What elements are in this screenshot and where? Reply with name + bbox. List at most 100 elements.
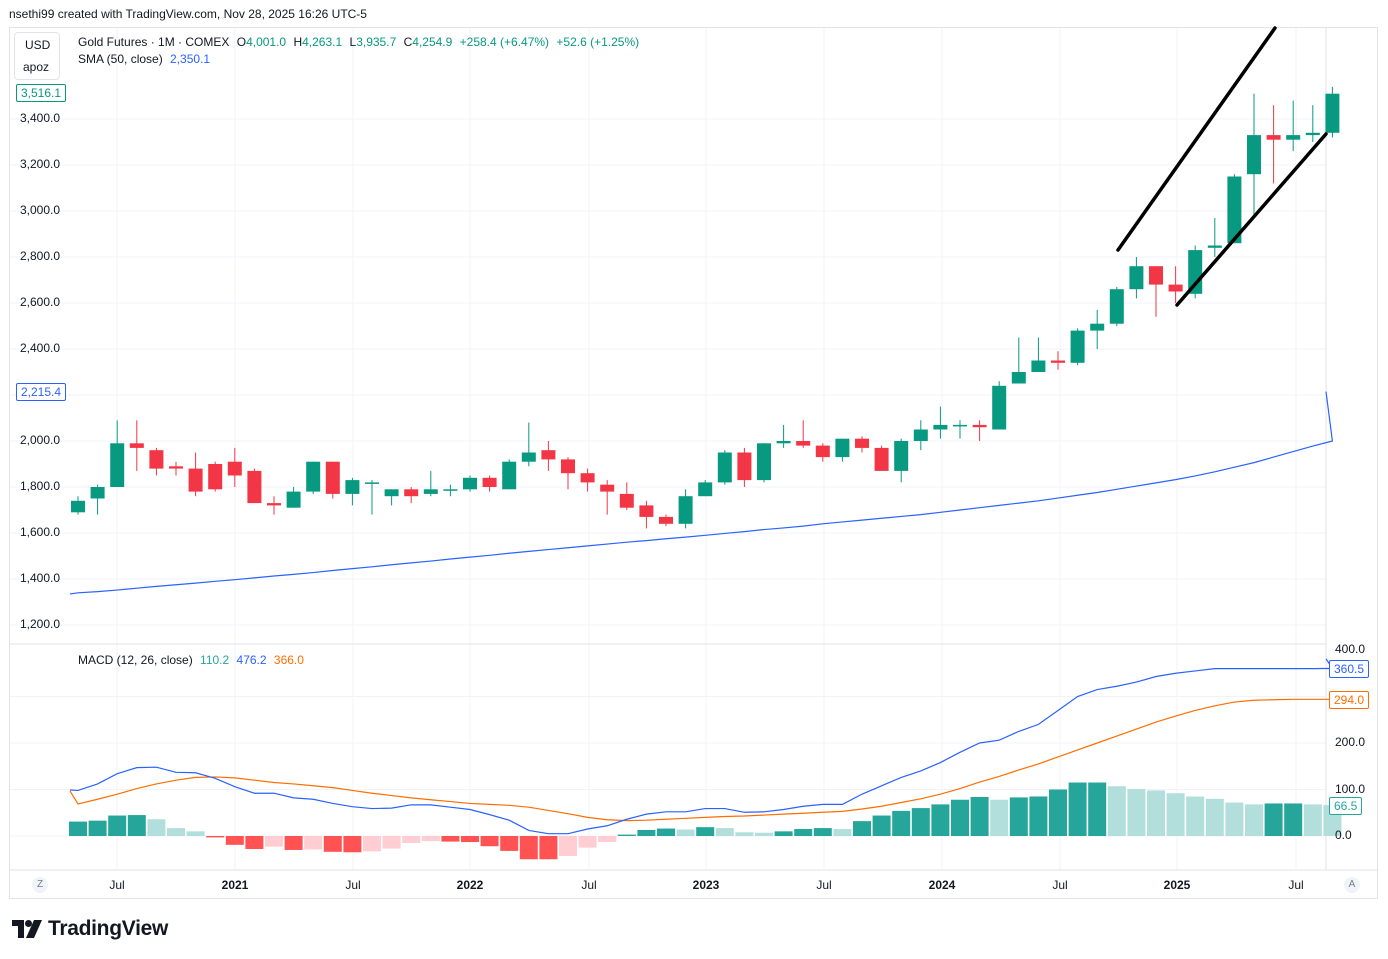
histogram-bar xyxy=(1264,803,1283,836)
candle-body xyxy=(1011,372,1026,384)
histogram-bar xyxy=(990,799,1009,836)
high-value: 4,263.1 xyxy=(302,35,343,49)
histogram-bar xyxy=(167,828,185,836)
main-legend[interactable]: Gold Futures · 1M · COMEX O4,001.0 H4,26… xyxy=(78,35,643,49)
candle xyxy=(1247,93,1261,218)
macd-legend[interactable]: MACD (12, 26, close) 110.2 476.2 366.0 xyxy=(78,653,308,667)
histogram-bar xyxy=(304,836,323,850)
price-tick: 3,400.0 xyxy=(20,111,61,125)
histogram-bar xyxy=(931,804,950,836)
histogram-bar xyxy=(715,828,734,836)
histogram-bar xyxy=(1029,796,1048,836)
macd-tick: 200.0 xyxy=(1335,735,1366,749)
candle xyxy=(227,447,242,487)
zoom-reset-button[interactable]: Z xyxy=(32,877,48,893)
candle xyxy=(698,480,713,497)
candle xyxy=(796,420,811,448)
candle-body xyxy=(1168,284,1183,292)
candle-body xyxy=(521,452,536,462)
candle-body xyxy=(1129,266,1144,290)
candle-body xyxy=(1070,330,1085,363)
histogram-bar xyxy=(1147,790,1165,836)
candle xyxy=(90,484,105,515)
candle xyxy=(757,443,771,483)
auto-scale-button[interactable]: A xyxy=(1344,877,1360,893)
histogram-bar xyxy=(617,834,636,836)
candle xyxy=(1188,245,1203,299)
histogram-bar xyxy=(1284,803,1303,836)
histogram-bar xyxy=(108,815,127,836)
histogram-bar xyxy=(402,836,421,843)
histogram-bar xyxy=(186,831,205,836)
candle xyxy=(855,436,869,453)
candle-body xyxy=(580,473,595,483)
candle xyxy=(325,461,340,499)
chart-frame xyxy=(9,27,1378,899)
histogram-bar xyxy=(853,821,871,836)
sma-value: 2,350.1 xyxy=(170,52,211,66)
price-tick: 2,400.0 xyxy=(20,341,61,355)
candle xyxy=(463,475,477,492)
low-value: 3,935.7 xyxy=(356,35,397,49)
histogram-bar xyxy=(1009,797,1028,836)
candle xyxy=(1207,217,1222,257)
candle-body xyxy=(286,491,301,508)
histogram-bar xyxy=(1088,782,1107,836)
time-label: Jul xyxy=(581,878,597,892)
candle-body xyxy=(463,477,477,490)
histogram-bar xyxy=(559,836,577,856)
candle xyxy=(306,461,321,494)
candle xyxy=(482,475,497,492)
close-value: 4,254.9 xyxy=(412,35,453,49)
histogram-bar xyxy=(735,832,754,836)
candle xyxy=(1090,309,1105,349)
candle-body xyxy=(482,477,497,487)
candle xyxy=(933,406,948,439)
currency-selector[interactable]: USD apoz xyxy=(14,32,60,80)
candle-body xyxy=(894,441,909,471)
histogram-bar xyxy=(774,831,793,836)
candle-body xyxy=(717,452,732,483)
candle xyxy=(561,457,575,490)
macd-signal-value: 366.0 xyxy=(273,653,304,667)
candle xyxy=(1266,105,1281,184)
candle xyxy=(502,459,517,490)
candle xyxy=(1305,105,1320,142)
sma-legend[interactable]: SMA (50, close) 2,350.1 xyxy=(78,52,214,66)
histogram-bar xyxy=(265,836,283,847)
change-value: +258.4 (+6.47%) xyxy=(459,35,550,49)
tradingview-logo-icon xyxy=(12,920,42,938)
open-key: O xyxy=(236,35,247,49)
candle-body xyxy=(561,459,575,474)
candle xyxy=(521,422,536,467)
histogram-bar xyxy=(1205,798,1224,836)
candle-body xyxy=(835,438,850,458)
candle-body xyxy=(169,466,183,469)
histogram-bar xyxy=(284,836,303,850)
histogram-bar xyxy=(441,836,460,842)
candle-body xyxy=(247,470,262,504)
candle xyxy=(129,420,144,471)
tradingview-brand[interactable]: TradingView xyxy=(12,917,168,941)
close-key: C xyxy=(403,35,413,49)
candle xyxy=(423,470,438,497)
candle xyxy=(365,480,379,515)
candle-body xyxy=(227,461,242,476)
histogram-bar xyxy=(1107,786,1126,836)
candle-body xyxy=(1325,93,1340,133)
candle xyxy=(953,420,967,439)
macd-histogram-layer xyxy=(69,782,1342,860)
time-label: Jul xyxy=(109,878,125,892)
histogram-bar xyxy=(833,829,852,836)
candle xyxy=(1129,257,1144,299)
candle-body xyxy=(1247,135,1261,175)
price-tick: 2,000.0 xyxy=(20,433,61,447)
histogram-bar xyxy=(225,836,244,845)
channel-lower-line xyxy=(1175,132,1328,307)
histogram-bar xyxy=(206,836,225,838)
candle-body xyxy=(1031,360,1046,372)
histogram-bar xyxy=(363,836,381,852)
histogram-bar xyxy=(147,819,166,836)
macd-tick: 100.0 xyxy=(1335,782,1366,796)
